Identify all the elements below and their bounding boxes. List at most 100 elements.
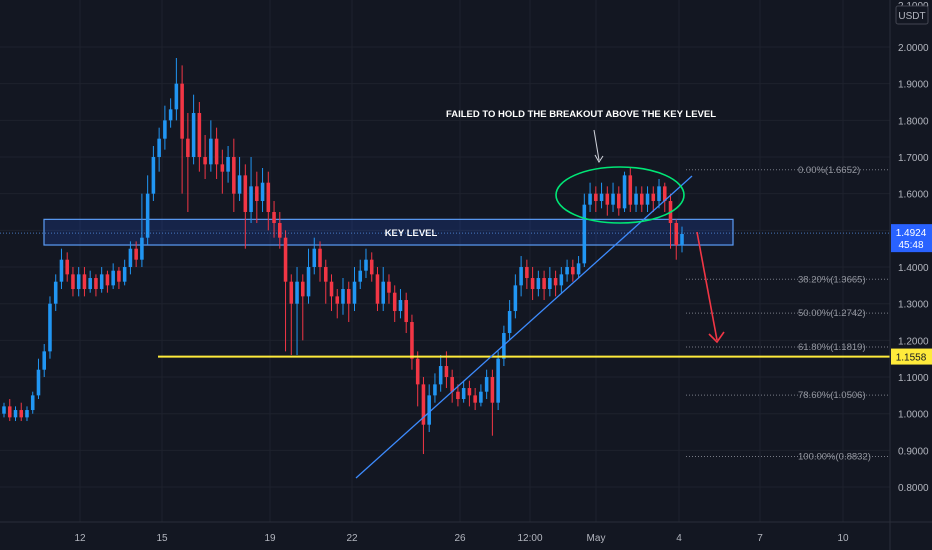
projection-arrow-head	[708, 331, 725, 344]
candle-body	[565, 267, 569, 275]
candle-body	[484, 377, 489, 392]
candle-body	[433, 384, 437, 396]
projection-arrow[interactable]	[696, 231, 718, 341]
candle-body	[220, 164, 225, 172]
candle-body	[134, 248, 138, 260]
candle-body	[410, 322, 414, 359]
candle-body	[300, 281, 305, 297]
candle-body	[456, 391, 460, 400]
fib-level-label: 38.20%(1.3665)	[798, 274, 866, 285]
candle-body	[278, 223, 282, 238]
candle-body	[657, 186, 661, 202]
candle-body	[59, 259, 64, 282]
candle-body	[496, 358, 500, 403]
trendline[interactable]	[355, 175, 693, 479]
x-tick-label: 10	[837, 533, 849, 544]
candle-body	[490, 377, 495, 403]
candle-body	[571, 267, 575, 275]
candle-body	[260, 182, 265, 202]
y-tick-label: 1.7000	[898, 153, 929, 164]
candle-body	[249, 186, 253, 213]
candle-body	[674, 223, 679, 246]
y-tick-label: 1.4000	[898, 263, 929, 274]
candle-body	[140, 237, 144, 260]
candle-body	[444, 366, 449, 378]
candle-body	[105, 274, 110, 286]
candle-body	[180, 83, 184, 139]
fibonacci-retracement[interactable]: 0.00%(1.6652) 38.20%(1.3665) 50.00%(1.2742…	[686, 165, 890, 463]
support-price-tag[interactable]	[891, 348, 932, 365]
candle-body	[13, 410, 18, 418]
candle-body	[323, 267, 328, 282]
candle-body	[387, 281, 391, 293]
candle-body	[163, 120, 167, 139]
candle-body	[82, 274, 87, 290]
candle-body	[30, 395, 35, 411]
x-tick-label: May	[587, 533, 606, 544]
candle-body	[588, 193, 592, 205]
candle-body	[42, 351, 47, 370]
candle-body	[553, 278, 558, 286]
candle-body	[352, 281, 357, 304]
drawings[interactable]: FAILED TO HOLD THE BREAKOUT ABOVE THE KE…	[0, 109, 890, 479]
x-tick-label: 22	[346, 533, 358, 544]
annotation-text: FAILED TO HOLD THE BREAKOUT ABOVE THE KE…	[446, 109, 716, 120]
fib-level-label: 78.60%(1.0506)	[798, 390, 866, 401]
candle-body	[174, 83, 179, 110]
candle-body	[65, 259, 69, 275]
fib-level-label: 100.00%(0.8832)	[798, 452, 871, 463]
candle-body	[639, 193, 644, 205]
candle-body	[622, 175, 627, 209]
currency-badge[interactable]	[895, 5, 929, 25]
candle-body	[283, 237, 288, 282]
candle-body	[335, 296, 340, 304]
breakout-ellipse[interactable]	[555, 166, 685, 224]
candle-body	[479, 391, 483, 403]
candle-body	[48, 303, 52, 352]
candle-body	[255, 186, 259, 202]
candle-body	[111, 270, 115, 286]
current-price-tag[interactable]	[891, 224, 932, 253]
candle-body	[576, 263, 581, 275]
candle-body	[605, 193, 610, 205]
candle-body	[530, 278, 535, 290]
candle-body	[375, 274, 380, 304]
y-tick-label: 1.0000	[898, 410, 929, 421]
candle-body	[203, 157, 207, 165]
annotation-arrow	[593, 129, 600, 161]
candles	[2, 58, 684, 455]
x-tick-label: 4	[676, 533, 682, 544]
candle-body	[651, 193, 656, 202]
candle-body	[680, 234, 684, 246]
candle-body	[122, 267, 127, 282]
candle-body	[559, 274, 564, 286]
candle-body	[628, 175, 633, 205]
candle-body	[404, 300, 408, 323]
x-tick-label: 15	[156, 533, 168, 544]
currency-label: USDT	[898, 11, 925, 22]
candle-body	[88, 278, 92, 290]
candle-body	[145, 193, 150, 238]
candle-body	[645, 193, 650, 205]
y-tick-label: 0.9000	[898, 446, 929, 457]
support-price-label: 1.1558	[896, 353, 927, 364]
candle-body	[525, 267, 529, 279]
candle-body	[507, 311, 512, 334]
x-tick-label: 26	[454, 533, 466, 544]
candle-body	[71, 274, 75, 290]
candle-body	[128, 248, 133, 268]
candle-body	[19, 410, 24, 418]
candle-body	[186, 138, 190, 158]
candle-body	[473, 395, 477, 403]
y-tick-label: 1.6000	[898, 190, 929, 201]
candle-body	[243, 175, 248, 213]
candle-body	[168, 109, 173, 121]
candle-body	[53, 281, 58, 304]
candle-body	[306, 267, 311, 297]
candle-body	[427, 395, 431, 425]
candle-body	[289, 281, 294, 304]
candle-body	[398, 300, 403, 312]
candle-body	[438, 366, 443, 385]
